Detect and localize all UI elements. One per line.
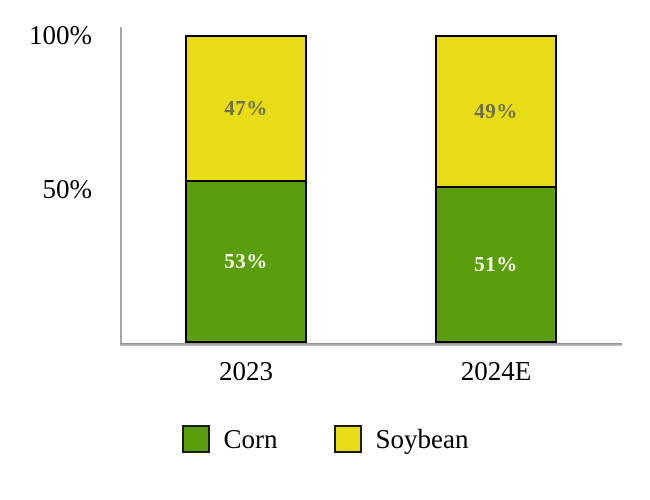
x-axis-line: [120, 343, 622, 346]
bar-segment-corn: 53%: [185, 180, 307, 343]
legend-item-soybean: Soybean: [333, 423, 469, 455]
bar-segment-soybean: 49%: [435, 35, 557, 188]
bar-segment-corn: 51%: [435, 186, 557, 343]
bar-value-label: 53%: [224, 249, 268, 273]
legend: Corn Soybean: [0, 423, 650, 455]
legend-label-corn: Corn: [223, 424, 278, 454]
bar-value-label: 51%: [474, 252, 518, 276]
y-tick-label: 100%: [29, 20, 92, 50]
legend-swatch-soybean-icon: [333, 425, 362, 453]
legend-label-soybean: Soybean: [375, 424, 469, 454]
y-axis-line: [120, 27, 122, 346]
x-category-label: 2024E: [460, 356, 532, 386]
bar-segment-soybean: 47%: [185, 35, 307, 182]
bar-value-label: 47%: [224, 96, 268, 120]
legend-swatch-corn-icon: [181, 425, 210, 453]
bar-value-label: 49%: [474, 99, 518, 123]
x-category-label: 2023: [219, 356, 273, 386]
legend-item-corn: Corn: [181, 423, 278, 455]
y-tick-label: 50%: [42, 174, 93, 204]
